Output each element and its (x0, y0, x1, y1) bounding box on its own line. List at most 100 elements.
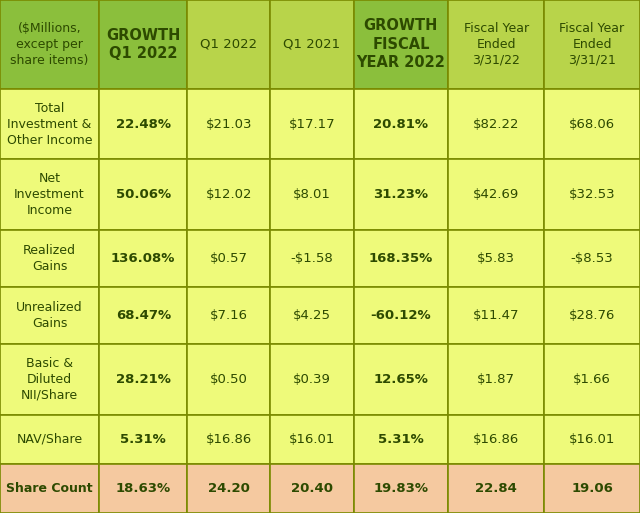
Bar (188, 344, 271, 415)
Text: $7.16: $7.16 (210, 309, 248, 322)
Bar (353, 415, 448, 464)
Text: Q1 2021: Q1 2021 (284, 38, 340, 51)
Text: $1.66: $1.66 (573, 373, 611, 386)
Bar (99, 0, 188, 89)
Text: 28.21%: 28.21% (116, 373, 171, 386)
Bar (544, 415, 640, 464)
Bar (99, 344, 188, 415)
Text: $16.86: $16.86 (473, 433, 519, 446)
Bar (188, 0, 271, 89)
Text: $32.53: $32.53 (569, 188, 616, 201)
Text: $12.02: $12.02 (205, 188, 252, 201)
Text: 20.81%: 20.81% (373, 117, 428, 130)
Bar (0, 230, 99, 287)
Bar (353, 160, 448, 230)
Text: ($Millions,
except per
share items): ($Millions, except per share items) (10, 22, 89, 67)
Bar (544, 230, 640, 287)
Bar (99, 415, 188, 464)
Bar (188, 464, 271, 513)
Bar (0, 160, 99, 230)
Bar (448, 89, 544, 160)
Bar (271, 0, 353, 89)
Bar (0, 344, 99, 415)
Text: $0.57: $0.57 (210, 252, 248, 265)
Bar (544, 0, 640, 89)
Text: $16.86: $16.86 (206, 433, 252, 446)
Bar (0, 0, 99, 89)
Bar (353, 230, 448, 287)
Bar (99, 89, 188, 160)
Text: Q1 2022: Q1 2022 (200, 38, 257, 51)
Text: Fiscal Year
Ended
3/31/21: Fiscal Year Ended 3/31/21 (559, 22, 625, 67)
Bar (353, 344, 448, 415)
Bar (0, 415, 99, 464)
Text: $16.01: $16.01 (289, 433, 335, 446)
Text: -60.12%: -60.12% (371, 309, 431, 322)
Bar (544, 344, 640, 415)
Text: 22.84: 22.84 (476, 482, 517, 495)
Bar (188, 415, 271, 464)
Text: $28.76: $28.76 (569, 309, 615, 322)
Text: $42.69: $42.69 (473, 188, 519, 201)
Text: $16.01: $16.01 (569, 433, 615, 446)
Text: $0.50: $0.50 (210, 373, 248, 386)
Bar (188, 230, 271, 287)
Bar (544, 287, 640, 344)
Text: $0.39: $0.39 (293, 373, 331, 386)
Text: 20.40: 20.40 (291, 482, 333, 495)
Bar (271, 89, 353, 160)
Text: 19.83%: 19.83% (373, 482, 428, 495)
Text: $11.47: $11.47 (473, 309, 520, 322)
Bar (544, 464, 640, 513)
Bar (271, 160, 353, 230)
Bar (448, 0, 544, 89)
Bar (99, 464, 188, 513)
Text: $21.03: $21.03 (205, 117, 252, 130)
Text: GROWTH
FISCAL
YEAR 2022: GROWTH FISCAL YEAR 2022 (356, 18, 445, 70)
Text: -$1.58: -$1.58 (291, 252, 333, 265)
Bar (448, 344, 544, 415)
Text: 136.08%: 136.08% (111, 252, 175, 265)
Text: Net
Investment
Income: Net Investment Income (14, 172, 85, 218)
Text: 31.23%: 31.23% (373, 188, 428, 201)
Bar (544, 160, 640, 230)
Bar (99, 160, 188, 230)
Text: 12.65%: 12.65% (374, 373, 428, 386)
Bar (448, 415, 544, 464)
Text: 5.31%: 5.31% (378, 433, 424, 446)
Bar (99, 230, 188, 287)
Bar (544, 89, 640, 160)
Bar (448, 230, 544, 287)
Text: Total
Investment &
Other Income: Total Investment & Other Income (7, 102, 92, 147)
Text: $5.83: $5.83 (477, 252, 515, 265)
Bar (353, 89, 448, 160)
Bar (271, 415, 353, 464)
Bar (271, 287, 353, 344)
Text: Fiscal Year
Ended
3/31/22: Fiscal Year Ended 3/31/22 (463, 22, 529, 67)
Bar (188, 287, 271, 344)
Bar (99, 287, 188, 344)
Text: NAV/Share: NAV/Share (17, 433, 83, 446)
Text: 18.63%: 18.63% (116, 482, 171, 495)
Text: 22.48%: 22.48% (116, 117, 171, 130)
Bar (0, 89, 99, 160)
Text: GROWTH
Q1 2022: GROWTH Q1 2022 (106, 28, 180, 61)
Bar (0, 287, 99, 344)
Text: 168.35%: 168.35% (369, 252, 433, 265)
Text: $82.22: $82.22 (473, 117, 520, 130)
Text: 68.47%: 68.47% (116, 309, 171, 322)
Bar (448, 464, 544, 513)
Bar (448, 287, 544, 344)
Bar (188, 160, 271, 230)
Bar (448, 160, 544, 230)
Bar (0, 464, 99, 513)
Text: $8.01: $8.01 (293, 188, 331, 201)
Text: $68.06: $68.06 (569, 117, 615, 130)
Text: Unrealized
Gains: Unrealized Gains (16, 301, 83, 330)
Text: $1.87: $1.87 (477, 373, 515, 386)
Text: Share Count: Share Count (6, 482, 93, 495)
Text: Realized
Gains: Realized Gains (23, 244, 76, 273)
Text: 5.31%: 5.31% (120, 433, 166, 446)
Bar (188, 89, 271, 160)
Text: $17.17: $17.17 (289, 117, 335, 130)
